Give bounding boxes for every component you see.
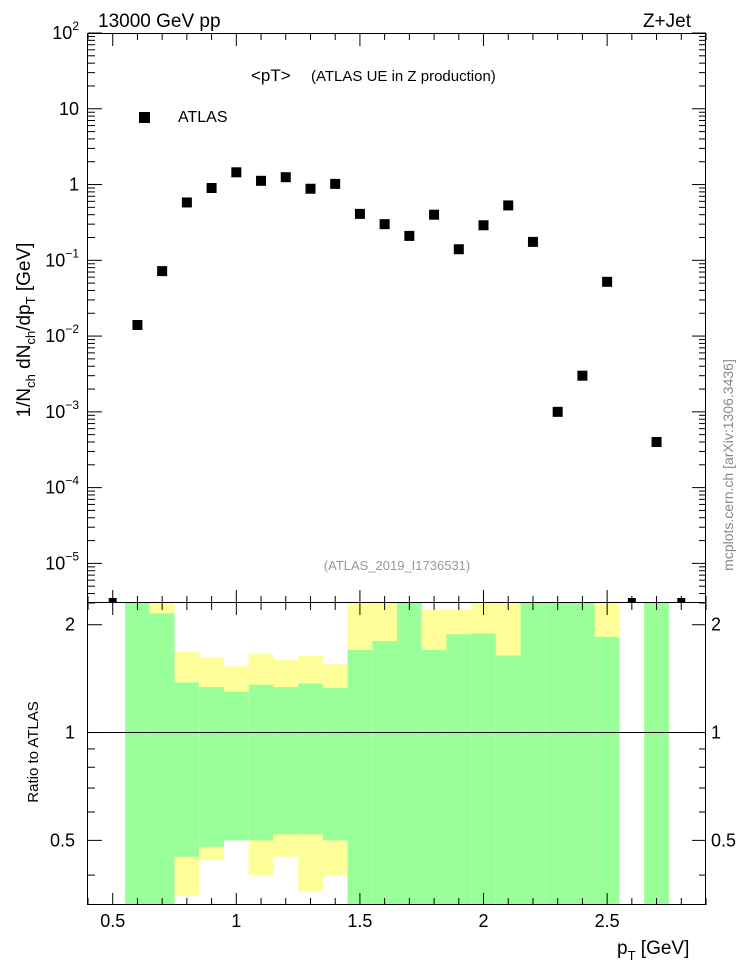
ratio-green-band <box>199 687 224 847</box>
ratio-green-band <box>594 636 620 905</box>
main-y-tick-label: 10−5 <box>45 549 79 573</box>
ratio-green-band <box>471 633 496 905</box>
data-point <box>181 197 192 208</box>
ratio-y-tick-label: 0.5 <box>50 830 75 850</box>
header-right-label: Z+Jet <box>643 11 692 32</box>
x-tick-label: 2 <box>479 911 489 931</box>
ratio-green-band <box>520 603 546 905</box>
data-point <box>552 406 563 417</box>
ratio-green-band <box>125 603 150 905</box>
data-point <box>132 320 143 331</box>
x-tick-label: 1 <box>231 911 241 931</box>
ratio-y-axis-label: Ratio to ATLAS <box>25 701 42 802</box>
ratio-green-band <box>397 603 422 905</box>
ratio-green-band <box>372 641 397 905</box>
data-point <box>651 436 662 447</box>
main-y-tick-label: 10−2 <box>45 322 79 346</box>
data-point-offscale <box>108 598 117 603</box>
x-tick-label: 0.5 <box>100 911 125 931</box>
chart-title-main: <pT> <box>251 66 291 85</box>
data-point <box>231 167 242 178</box>
main-y-tick-label: 10 <box>59 99 79 119</box>
x-axis-label: pT [GeV] <box>617 938 689 963</box>
data-point <box>206 183 217 194</box>
data-point <box>453 244 464 255</box>
data-point <box>602 276 613 287</box>
legend-marker <box>139 112 150 123</box>
main-y-tick-label: 102 <box>52 19 79 43</box>
ratio-green-band <box>570 603 595 905</box>
ratio-green-band <box>273 687 299 835</box>
data-point <box>280 172 291 183</box>
ratio-green-band <box>421 650 447 905</box>
ratio-plot-frame <box>87 602 706 905</box>
ratio-green-band <box>545 603 571 905</box>
ratio-tick-labels: 0.5 0.5 1 1 2 2 0.5 1 1.5 2 2.5 <box>50 615 736 931</box>
ratio-green-band <box>223 691 249 841</box>
side-watermark-label: mcplots.cern.ch [arXiv:1306.3436] <box>720 359 736 571</box>
data-point <box>429 209 440 220</box>
ratio-green-band <box>248 684 274 841</box>
data-point <box>379 219 390 230</box>
ratio-green-band <box>347 650 373 905</box>
data-point <box>503 200 514 211</box>
data-point <box>478 220 489 231</box>
ratio-green-band <box>174 682 200 857</box>
ratio-green-band <box>298 683 323 835</box>
ratio-green-band <box>149 613 175 905</box>
data-point <box>577 370 588 381</box>
ratio-y-tick-label: 1 <box>65 723 75 743</box>
data-point-offscale <box>627 598 636 603</box>
ratio-y-tick-label-right: 0.5 <box>711 830 736 850</box>
ratio-green-band <box>644 603 669 905</box>
ratio-green-band <box>495 655 521 905</box>
data-point <box>305 183 316 194</box>
data-points <box>108 167 686 603</box>
main-y-axis-label: 1/Nch dNch/dpT [GeV] <box>14 243 38 418</box>
data-point-offscale <box>677 598 686 603</box>
data-point <box>256 175 267 186</box>
header-left-label: 13000 GeV pp <box>98 11 221 32</box>
main-y-tick-labels: 10−5 10−4 10−3 10−2 10−1 1 10 102 <box>45 19 79 573</box>
data-point <box>157 266 168 277</box>
chart-title-sub: (ATLAS UE in Z production) <box>311 68 496 85</box>
ratio-bands <box>88 603 706 905</box>
data-point <box>330 178 341 189</box>
ratio-y-tick-label: 2 <box>65 615 75 635</box>
ratio-green-band <box>322 688 348 841</box>
legend-label: ATLAS <box>178 109 228 126</box>
ratio-y-tick-label-right: 2 <box>711 615 721 635</box>
data-point <box>404 230 415 241</box>
main-y-tick-label: 10−1 <box>45 246 79 270</box>
main-axis-ticks <box>87 32 707 604</box>
ratio-green-band <box>446 634 472 905</box>
data-point <box>354 208 365 219</box>
main-y-tick-label: 10−4 <box>45 474 79 498</box>
analysis-label: (ATLAS_2019_I1736531) <box>324 558 470 573</box>
x-tick-label: 2.5 <box>595 911 620 931</box>
main-y-tick-label: 10−3 <box>45 398 79 422</box>
ratio-y-tick-label-right: 1 <box>711 723 721 743</box>
data-point <box>527 236 538 247</box>
x-tick-label: 1.5 <box>347 911 372 931</box>
main-y-tick-label: 1 <box>69 175 79 195</box>
